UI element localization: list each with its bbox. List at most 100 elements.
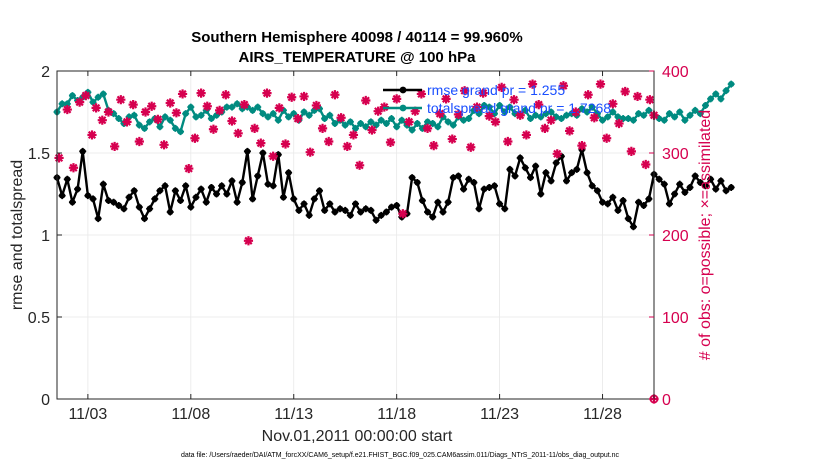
series-point-plus-1 bbox=[686, 111, 694, 119]
series-point-plus-0 bbox=[94, 215, 102, 223]
series-point-plus-0 bbox=[542, 169, 550, 177]
series-point-plus-1 bbox=[537, 113, 545, 121]
series-point-plus-1 bbox=[449, 121, 457, 129]
series-point-plus-0 bbox=[496, 200, 504, 208]
obs-assimilated-marker-x bbox=[608, 99, 617, 108]
series-point-plus-0 bbox=[228, 177, 236, 185]
series-point-plus-1 bbox=[156, 123, 164, 131]
obs-assimilated-marker-x bbox=[116, 95, 125, 104]
series-point-plus-0 bbox=[177, 197, 185, 205]
series-point-plus-0 bbox=[233, 198, 241, 206]
series-point-plus-0 bbox=[727, 183, 735, 191]
series-point-plus-1 bbox=[408, 126, 416, 134]
obs-assimilated-marker-x bbox=[374, 107, 383, 116]
obs-assimilated-marker-x bbox=[565, 126, 574, 135]
obs-assimilated-marker-x bbox=[503, 137, 512, 146]
series-point-plus-0 bbox=[84, 192, 92, 200]
obs-assimilated-marker-x bbox=[178, 89, 187, 99]
series-point-plus-1 bbox=[707, 95, 715, 103]
obs-assimilated-marker-x bbox=[269, 152, 278, 161]
series-point-plus-0 bbox=[279, 193, 287, 201]
obs-assimilated-marker-x bbox=[460, 86, 469, 95]
obs-assimilated-marker-x bbox=[87, 130, 97, 140]
series-point-plus-1 bbox=[382, 119, 390, 127]
y-right-tick-label: 400 bbox=[662, 64, 689, 81]
series-point-plus-0 bbox=[99, 180, 107, 188]
series-point-plus-1 bbox=[341, 121, 349, 129]
series-point-plus-1 bbox=[506, 103, 514, 111]
y-left-tick-label: 1.5 bbox=[28, 146, 50, 163]
series-point-plus-1 bbox=[346, 118, 354, 126]
series-point-plus-1 bbox=[264, 113, 272, 121]
y-left-tick-label: 1 bbox=[41, 228, 50, 245]
series-point-plus-1 bbox=[259, 110, 267, 118]
series-point-plus-1 bbox=[429, 119, 437, 127]
series-point-plus-0 bbox=[74, 185, 82, 193]
y-left-tick-label: 0.5 bbox=[28, 310, 50, 327]
obs-assimilated-marker-x bbox=[584, 90, 593, 99]
series-point-plus-0 bbox=[388, 203, 396, 211]
series-point-plus-0 bbox=[696, 179, 704, 187]
series-point-plus-1 bbox=[501, 108, 509, 116]
series-point-plus-1 bbox=[130, 111, 138, 119]
series-point-plus-0 bbox=[238, 179, 246, 187]
obs-assimilated-marker-x bbox=[472, 103, 482, 112]
obs-assimilated-marker-x bbox=[553, 149, 562, 158]
series-point-plus-0 bbox=[218, 182, 226, 190]
obs-assimilated-marker-x bbox=[104, 107, 113, 117]
series-point-plus-0 bbox=[635, 198, 643, 206]
obs-assimilated-marker-x bbox=[69, 163, 78, 172]
series-point-plus-1 bbox=[604, 113, 612, 121]
series-point-plus-0 bbox=[89, 195, 97, 203]
obs-assimilated-marker-x bbox=[497, 83, 506, 92]
series-point-plus-0 bbox=[202, 198, 210, 206]
obs-assimilated-marker-x bbox=[429, 141, 438, 150]
series-point-plus-1 bbox=[671, 113, 679, 121]
x-tick-label: 11/18 bbox=[377, 406, 416, 423]
series-point-plus-0 bbox=[243, 147, 251, 155]
obs-assimilated-marker-x bbox=[417, 89, 426, 99]
data-file-footer: data file: /Users/raeder/DAI/ATM_forcXX/… bbox=[181, 452, 620, 459]
series-point-plus-1 bbox=[578, 105, 586, 113]
series-point-plus-0 bbox=[424, 208, 432, 216]
series-point-plus-0 bbox=[444, 198, 452, 206]
series-point-plus-1 bbox=[140, 124, 148, 132]
obs-assimilated-marker-x bbox=[153, 115, 162, 124]
series-point-plus-1 bbox=[367, 118, 375, 126]
series-point-plus-1 bbox=[645, 106, 653, 114]
series-point-plus-0 bbox=[568, 169, 576, 177]
series-point-plus-0 bbox=[480, 185, 488, 193]
series-point-plus-0 bbox=[526, 174, 534, 182]
series-layer bbox=[53, 79, 735, 404]
series-point-plus-1 bbox=[166, 116, 174, 124]
obs-assimilated-marker-x bbox=[559, 81, 568, 90]
series-point-plus-1 bbox=[599, 116, 607, 124]
series-point-plus-1 bbox=[444, 118, 452, 126]
obs-assimilated-marker-x bbox=[184, 164, 193, 173]
series-point-plus-1 bbox=[326, 111, 334, 119]
series-point-plus-1 bbox=[274, 116, 282, 124]
series-point-plus-0 bbox=[418, 197, 426, 205]
series-point-plus-0 bbox=[171, 187, 179, 195]
series-point-plus-1 bbox=[547, 108, 555, 116]
series-point-plus-0 bbox=[470, 179, 478, 187]
obs-assimilated-marker-x bbox=[398, 209, 407, 218]
obs-assimilated-marker-x bbox=[491, 117, 500, 126]
series-point-plus-1 bbox=[352, 124, 359, 132]
obs-assimilated-marker-x bbox=[361, 96, 370, 105]
x-tick-label: 11/03 bbox=[68, 406, 107, 423]
series-point-plus-1 bbox=[228, 103, 236, 111]
obs-assimilated-marker-x bbox=[293, 114, 302, 123]
series-point-plus-0 bbox=[552, 159, 560, 167]
series-point-plus-0 bbox=[382, 208, 390, 216]
series-point-plus-0 bbox=[599, 198, 607, 206]
obs-assimilated-marker-x bbox=[324, 137, 333, 146]
series-point-plus-0 bbox=[506, 165, 514, 173]
obs-assimilated-marker-x bbox=[386, 138, 395, 147]
series-point-plus-1 bbox=[532, 111, 540, 119]
series-point-plus-1 bbox=[249, 106, 257, 114]
series-point-plus-0 bbox=[681, 188, 689, 196]
series-point-plus-0 bbox=[285, 169, 293, 177]
series-point-plus-0 bbox=[547, 177, 555, 185]
